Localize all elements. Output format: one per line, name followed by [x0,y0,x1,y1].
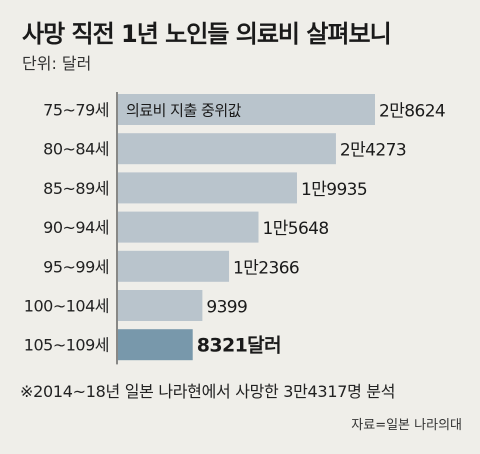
data-label: 1만9935 [301,180,367,200]
category-label: 105~109세 [24,336,109,355]
category-label: 90~94세 [43,218,109,237]
bar [118,250,230,282]
category-label: 85~89세 [43,179,109,198]
data-label: 1만2366 [233,258,299,278]
bar [118,290,203,321]
bar [118,133,336,165]
data-label: 9399 [206,298,247,318]
bar [118,329,193,361]
category-label: 95~99세 [43,257,109,276]
data-label: 2만4273 [340,141,406,161]
bar [118,172,297,204]
data-label: 8321달러 [197,335,281,357]
source-credit: 자료=일본 나라의대 [351,418,462,433]
footnote: ※2014~18년 일본 나라현에서 사망한 3만4317명 분석 [20,382,396,401]
category-label: 100~104세 [24,297,109,316]
unit-label: 단위: 달러 [22,54,92,73]
data-label: 2만8624 [379,102,445,122]
bar [118,94,375,125]
bar [118,211,259,243]
chart-title: 사망 직전 1년 노인들 의료비 살펴보니 [22,20,392,48]
category-label: 80~84세 [43,140,109,159]
category-label: 75~79세 [43,101,109,120]
series-label: 의료비 지출 중위값 [126,102,242,120]
data-label: 1만5648 [262,219,328,239]
